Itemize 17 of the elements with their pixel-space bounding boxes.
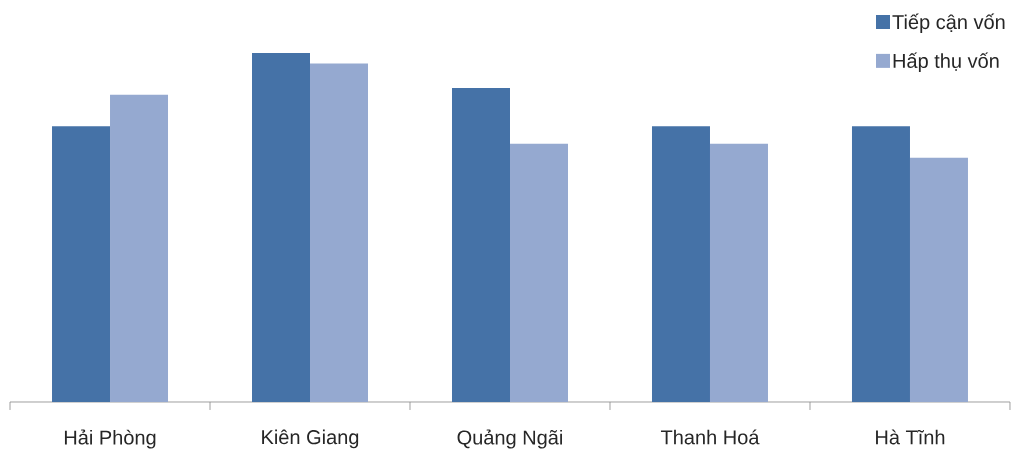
x-tick-label: Thanh Hoá bbox=[660, 429, 760, 445]
bar bbox=[310, 63, 368, 402]
bar bbox=[909, 157, 968, 402]
bar bbox=[52, 126, 111, 402]
bar bbox=[709, 143, 768, 402]
bar bbox=[651, 126, 710, 402]
bar bbox=[110, 94, 169, 402]
bar bbox=[851, 126, 910, 402]
x-tick-label: Quảng Ngãi bbox=[457, 429, 562, 449]
x-tick-label: Hà Tĩnh bbox=[876, 429, 945, 445]
bar bbox=[452, 87, 510, 402]
legend-label: Tiếp cận vốn bbox=[892, 13, 1005, 34]
bar bbox=[510, 143, 568, 402]
legend-label: Hấp thụ vốn bbox=[893, 52, 999, 72]
x-tick-label: Kiên Giang bbox=[262, 429, 359, 449]
bar bbox=[252, 52, 310, 402]
x-tick-label: Hải Phòng bbox=[64, 429, 156, 449]
